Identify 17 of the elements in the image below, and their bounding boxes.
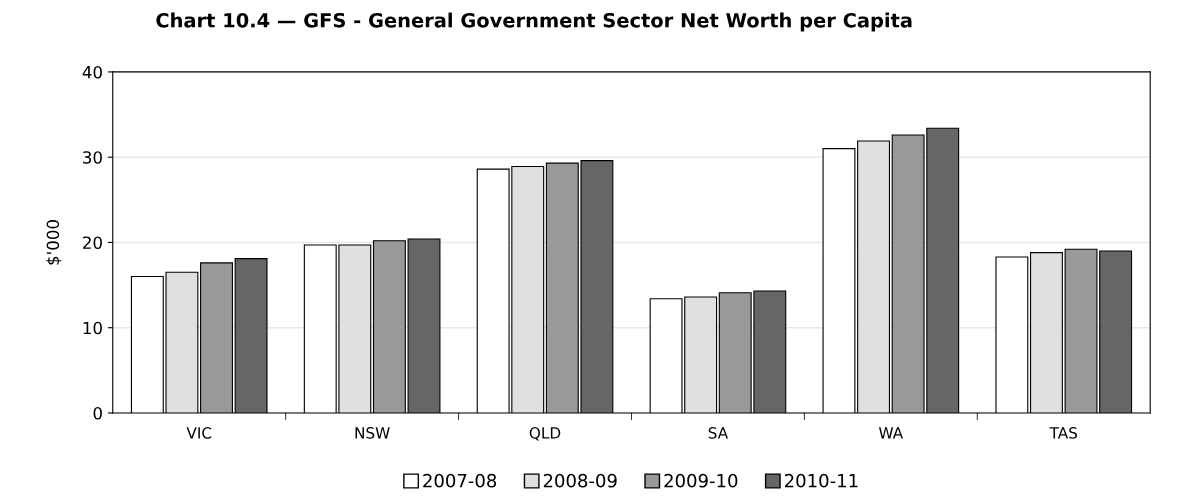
chart-title: Chart 10.4 — GFS - General Government Sector Net Worth per Capita xyxy=(156,12,912,32)
x-tick-label: NSW xyxy=(355,427,390,439)
x-tick-label: WA xyxy=(878,427,904,439)
y-tick-label: 40 xyxy=(82,65,102,79)
x-tick-label: SA xyxy=(708,427,729,439)
x-tick-label: TAS xyxy=(1049,427,1078,439)
y-tick-label: 0 xyxy=(93,406,102,420)
legend-label: 2010-11 xyxy=(784,473,858,488)
legend-label: 2008-09 xyxy=(543,473,617,488)
x-tick-label: VIC xyxy=(186,427,212,439)
y-tick-label: 20 xyxy=(83,236,102,250)
legend-label: 2009-10 xyxy=(664,473,738,488)
y-tick-label: 30 xyxy=(83,151,102,164)
x-tick-label: QLD xyxy=(529,427,561,441)
y-axis-title: $'000 xyxy=(46,220,62,265)
y-tick-label: 10 xyxy=(83,321,102,335)
legend-label: 2007-08 xyxy=(423,473,497,488)
